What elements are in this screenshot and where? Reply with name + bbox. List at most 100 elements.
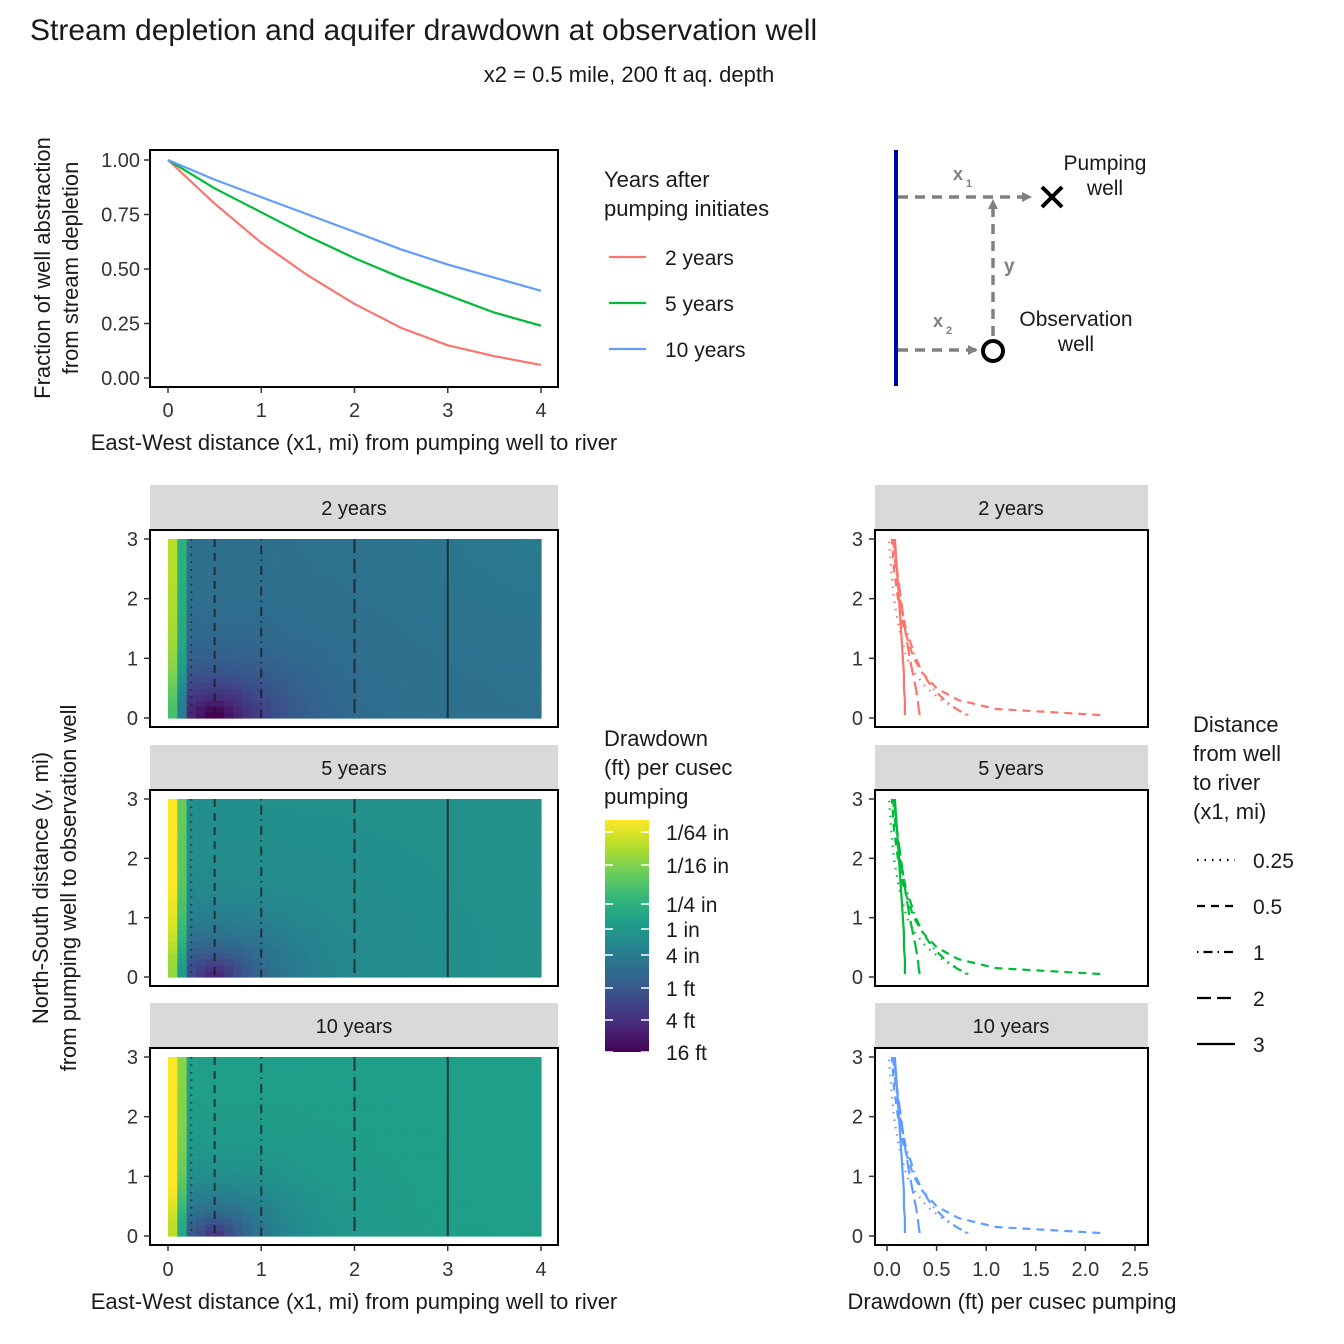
heatmap-cell xyxy=(289,556,300,564)
heatmap-cell xyxy=(531,1164,542,1171)
heatmap-cell xyxy=(251,941,262,948)
heatmap-cell xyxy=(233,834,244,842)
heatmap-cell xyxy=(279,700,290,707)
heatmap-cell xyxy=(429,1230,439,1237)
heatmap-cell xyxy=(475,706,486,713)
heatmap-cell xyxy=(335,1092,346,1100)
heatmap-cell xyxy=(214,822,225,830)
heatmap-cell xyxy=(242,586,253,594)
heatmap-cell xyxy=(503,706,514,713)
heatmap-cell xyxy=(251,1194,262,1201)
heatmap-cell xyxy=(289,858,300,865)
heatmap-cell xyxy=(410,834,421,842)
heatmap-cell xyxy=(485,556,495,564)
heatmap-cell xyxy=(475,1146,486,1154)
heatmap-cell xyxy=(317,804,328,812)
heatmap-cell xyxy=(513,712,523,719)
heatmap-cell xyxy=(186,1170,197,1177)
heatmap-cell xyxy=(382,688,393,695)
heatmap-cell xyxy=(168,694,178,701)
heatmap-cell xyxy=(177,911,188,919)
heatmap-cell xyxy=(447,905,458,913)
heatmap-cell xyxy=(419,1224,430,1231)
heatmap-cell xyxy=(233,1218,244,1225)
heatmap-cell xyxy=(261,1128,272,1136)
heatmap-cell xyxy=(503,1063,514,1070)
heatmap-cell xyxy=(186,822,197,830)
heatmap-cell xyxy=(354,640,365,647)
heatmap-cell xyxy=(522,947,533,954)
heatmap-cell xyxy=(345,1110,356,1118)
heatmap-cell xyxy=(382,852,393,859)
heatmap-cell xyxy=(289,852,300,859)
heatmap-cell xyxy=(214,580,225,588)
heatmap-cell xyxy=(503,1134,514,1142)
heatmap-cell xyxy=(419,799,430,806)
heatmap-cell xyxy=(205,828,216,836)
y-tick-label: 1 xyxy=(852,1166,863,1188)
heatmap-cell xyxy=(205,917,216,925)
heatmap-cell xyxy=(531,893,542,901)
heatmap-cell xyxy=(457,1134,467,1142)
heatmap-cell xyxy=(196,550,206,558)
heatmap-cell xyxy=(447,622,458,630)
heatmap-cell xyxy=(494,658,505,665)
heatmap-cell xyxy=(298,899,309,907)
heatmap-cell xyxy=(345,1098,356,1106)
heatmap-cell xyxy=(475,929,486,936)
heatmap-cell xyxy=(494,899,505,907)
observation-well-label-line2: well xyxy=(1057,333,1094,356)
heatmap-cell xyxy=(429,646,439,653)
heatmap-cell xyxy=(391,971,402,978)
heatmap-cell xyxy=(223,562,234,570)
heatmap-cell xyxy=(363,688,374,695)
heatmap-cell xyxy=(419,834,430,842)
heatmap-cell xyxy=(251,799,262,806)
heatmap-cell xyxy=(223,1146,234,1154)
heatmap-cell xyxy=(196,799,206,806)
heatmap-cell xyxy=(242,905,253,913)
heatmap-cell xyxy=(214,935,225,942)
heatmap-cell xyxy=(335,929,346,936)
heatmap-cell xyxy=(196,882,206,889)
heatmap-cell xyxy=(410,941,421,948)
heatmap-cell xyxy=(168,899,178,907)
heatmap-cell xyxy=(345,1188,356,1195)
drawdown-profile-line xyxy=(890,1056,1101,1235)
heatmap-cell xyxy=(410,1098,421,1106)
heatmap-cell xyxy=(382,610,393,618)
x-axis-title: Drawdown (ft) per cusec pumping xyxy=(848,1289,1177,1314)
heatmap-cell xyxy=(410,1134,421,1142)
heatmap-cell xyxy=(391,706,402,713)
heatmap-cell xyxy=(382,1074,393,1082)
heatmap-cell xyxy=(522,929,533,936)
heatmap-cell xyxy=(447,694,458,701)
heatmap-cell xyxy=(345,1224,356,1231)
heatmap-cell xyxy=(168,1080,178,1088)
heatmap-cell xyxy=(326,1200,337,1207)
heatmap-cell xyxy=(335,604,346,612)
heatmap-cell xyxy=(270,616,281,624)
heatmap-cell xyxy=(298,1152,309,1160)
heatmap-cell xyxy=(298,864,309,871)
heatmap-cell xyxy=(177,941,188,948)
heatmap-cell xyxy=(242,899,253,907)
heatmap-cell xyxy=(513,1176,523,1183)
heatmap-cell xyxy=(196,1080,206,1088)
heatmap-cell xyxy=(205,640,216,647)
heatmap-cell xyxy=(261,658,272,665)
heatmap-cell xyxy=(363,834,374,842)
heatmap-cell xyxy=(354,1110,365,1118)
x-tick-label: 1.5 xyxy=(1022,1259,1050,1281)
heatmap-cell xyxy=(363,923,374,931)
heatmap-cell xyxy=(513,592,523,600)
heatmap-cell xyxy=(345,652,356,659)
heatmap-cell xyxy=(485,1074,495,1082)
heatmap-cell xyxy=(186,568,197,576)
heatmap-cell xyxy=(298,574,309,582)
heatmap-cell xyxy=(447,888,458,895)
heatmap-cell xyxy=(410,893,421,901)
heatmap-cell xyxy=(522,1134,533,1142)
heatmap-cell xyxy=(475,893,486,901)
heatmap-cell xyxy=(363,592,374,600)
